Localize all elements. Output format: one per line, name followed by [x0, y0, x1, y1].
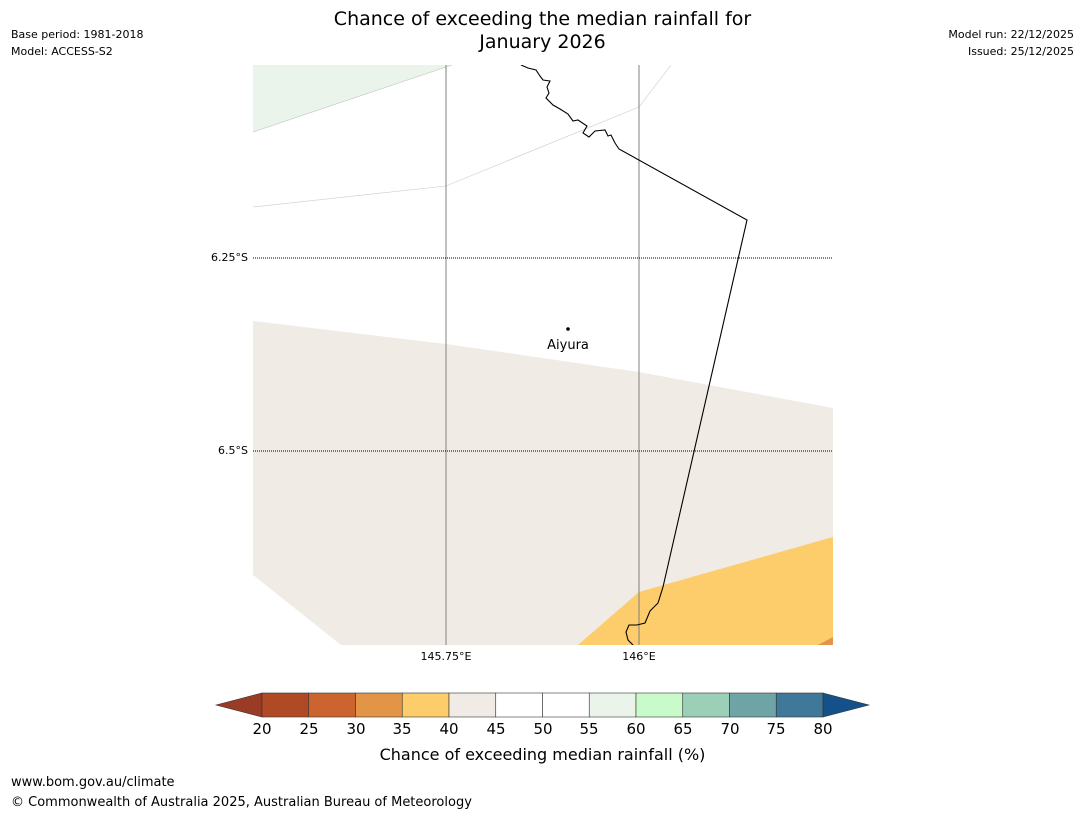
colorbar-tick: 20	[252, 720, 272, 738]
base-period: Base period: 1981-2018	[11, 28, 144, 41]
footer-url: www.bom.gov.au/climate	[11, 775, 175, 790]
colorbar-segment-55-60	[588, 692, 637, 718]
map-title-line2: January 2026	[479, 31, 606, 53]
map-title-line1: Chance of exceeding the median rainfall …	[333, 8, 752, 30]
colorbar-tick: 55	[579, 720, 599, 738]
colorbar-segment-25-30	[308, 692, 356, 718]
lat-label-6-25: 6.25°S	[211, 251, 248, 264]
map-panel: Aiyura	[253, 65, 833, 645]
region-35-40	[578, 537, 833, 645]
colorbar-tick: 60	[626, 720, 646, 738]
colorbar-tick: 70	[720, 720, 740, 738]
colorbar-tick: 30	[346, 720, 366, 738]
region-40-45	[253, 321, 833, 645]
colorbar-tick: 65	[673, 720, 693, 738]
colorbar-segment-70-75	[729, 692, 777, 718]
contour-line	[253, 65, 453, 133]
meta-right: Model run: 22/12/2025 Issued: 25/12/2025	[948, 26, 1074, 60]
province-border	[520, 65, 748, 645]
colorbar-segments	[261, 692, 824, 718]
colorbar-tick: 50	[533, 720, 553, 738]
colorbar-tick: 40	[439, 720, 459, 738]
colorbar-segment-35-40	[401, 692, 450, 718]
region-30-35	[818, 637, 833, 645]
model-name: Model: ACCESS-S2	[11, 45, 113, 58]
lon-label-145-75: 145.75°E	[420, 650, 472, 663]
meta-left: Base period: 1981-2018 Model: ACCESS-S2	[11, 26, 143, 60]
colorbar-tick: 25	[299, 720, 319, 738]
colorbar-segment-75-80	[775, 692, 824, 718]
colorbar-ticks: 20 25 30 35 40 45 50 55 60 65 70 75 80	[0, 720, 1085, 740]
model-run: Model run: 22/12/2025	[948, 28, 1074, 41]
issued-date: Issued: 25/12/2025	[967, 45, 1074, 58]
aiyura-label: Aiyura	[547, 338, 589, 353]
colorbar-label: Chance of exceeding median rainfall (%)	[379, 745, 706, 764]
colorbar-extend-low	[214, 692, 263, 718]
footer-copyright: © Commonwealth of Australia 2025, Austra…	[11, 795, 472, 810]
colorbar-segment-60-65	[635, 692, 684, 718]
colorbar-segment-65-70	[682, 692, 730, 718]
colorbar-segment-20-25	[261, 692, 310, 718]
colorbar-tick: 35	[392, 720, 412, 738]
colorbar-segment-40-45	[448, 692, 497, 718]
colorbar-tick: 75	[766, 720, 786, 738]
colorbar-tick: 45	[486, 720, 506, 738]
lon-label-146: 146°E	[622, 650, 656, 663]
colorbar-segment-45-50	[495, 692, 543, 718]
colorbar-segment-30-35	[355, 692, 403, 718]
map-title: Chance of exceeding the median rainfall …	[0, 8, 1085, 54]
colorbar-segment-50-55	[542, 692, 590, 718]
lat-label-6-5: 6.5°S	[218, 444, 248, 457]
colorbar-extend-high	[822, 692, 871, 718]
colorbar-tick: 80	[813, 720, 833, 738]
contour-line	[253, 65, 672, 208]
colorbar	[214, 692, 871, 718]
aiyura-marker	[566, 327, 570, 331]
